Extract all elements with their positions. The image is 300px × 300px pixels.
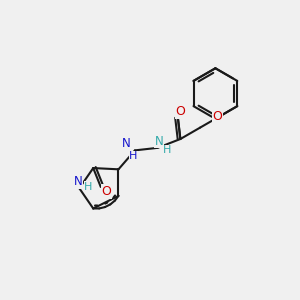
Text: H: H (84, 182, 92, 192)
Text: N: N (74, 175, 82, 188)
Text: N: N (122, 137, 131, 150)
Text: H: H (163, 145, 171, 155)
Text: O: O (212, 110, 222, 123)
Text: O: O (101, 185, 111, 198)
Text: O: O (175, 105, 185, 118)
Text: H: H (129, 151, 138, 161)
Text: N: N (155, 135, 164, 148)
